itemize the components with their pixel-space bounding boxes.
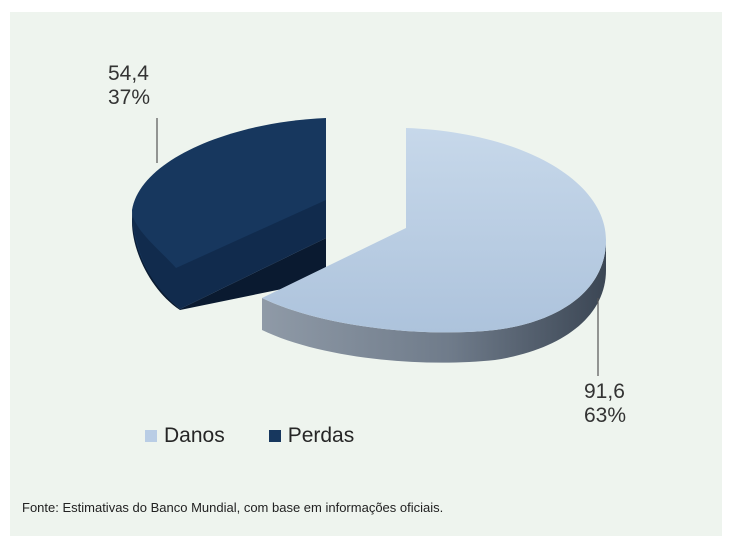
data-label-danos: 91,6 63% [584, 380, 626, 428]
legend-swatch-danos [145, 430, 157, 442]
slice-perdas-side [180, 238, 326, 310]
legend-swatch-perdas [268, 430, 281, 442]
legend-label-danos: Danos [164, 424, 225, 447]
legend-item-danos: Danos [145, 424, 225, 448]
legend-item-perdas: Perdas [268, 424, 355, 448]
percent-label-perdas: 37% [108, 86, 151, 109]
slice-danos [262, 128, 606, 333]
data-label-perdas: 54,4 37% [108, 62, 150, 110]
slice-perdas-side-outer [132, 210, 180, 310]
percent-label-danos: 63% [584, 404, 627, 427]
slice-perdas-face [132, 200, 326, 309]
legend-label-perdas: Perdas [287, 424, 355, 447]
legend: Danos Perdas [145, 424, 354, 448]
source-note: Fonte: Estimativas do Banco Mundial, com… [22, 500, 444, 515]
value-label-perdas: 54,4 [108, 62, 149, 85]
slice-danos-side [262, 240, 606, 363]
value-label-danos: 91,6 [584, 380, 625, 403]
